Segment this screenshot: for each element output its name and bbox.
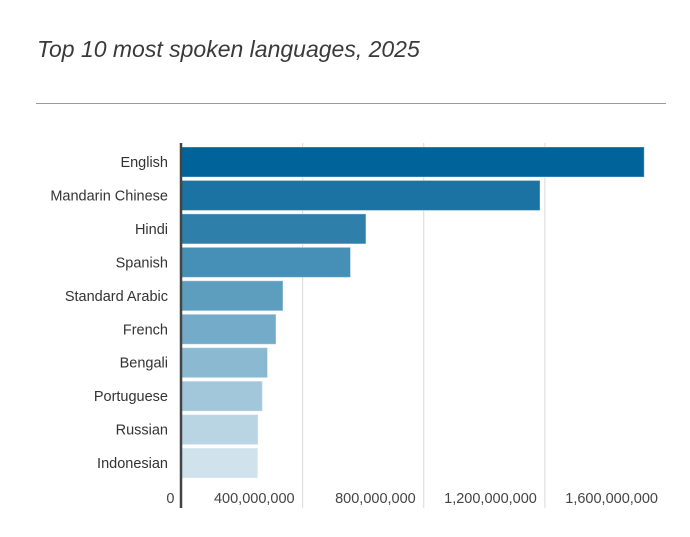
bar-bengali (181, 347, 268, 379)
title-divider (36, 103, 666, 104)
chart-title: Top 10 most spoken languages, 2025 (37, 36, 420, 62)
category-label: Standard Arabic (65, 289, 168, 305)
category-label: Bengali (120, 356, 168, 372)
bar-portuguese (181, 380, 263, 412)
category-label: English (120, 155, 168, 171)
bar-mandarin-chinese (181, 179, 541, 211)
bar-spanish (181, 246, 351, 278)
category-label: Hindi (135, 222, 168, 238)
bar-english (181, 146, 645, 178)
bar-hindi (181, 213, 367, 245)
category-label: French (123, 322, 168, 338)
x-tick-label: 400,000,000 (214, 491, 295, 507)
x-tick-label: 1,200,000,000 (444, 491, 537, 507)
category-label: Mandarin Chinese (50, 188, 168, 204)
category-label: Spanish (116, 255, 168, 271)
category-label: Russian (116, 423, 168, 439)
bar-standard-arabic (181, 280, 284, 312)
x-tick-label: 0 (166, 491, 174, 507)
bar-indonesian (181, 447, 259, 479)
bar-russian (181, 414, 259, 446)
category-label: Portuguese (94, 389, 168, 405)
category-label: Indonesian (97, 456, 168, 472)
bar-french (181, 313, 277, 345)
x-tick-label: 1,600,000,000 (565, 491, 658, 507)
x-tick-label: 800,000,000 (335, 491, 416, 507)
